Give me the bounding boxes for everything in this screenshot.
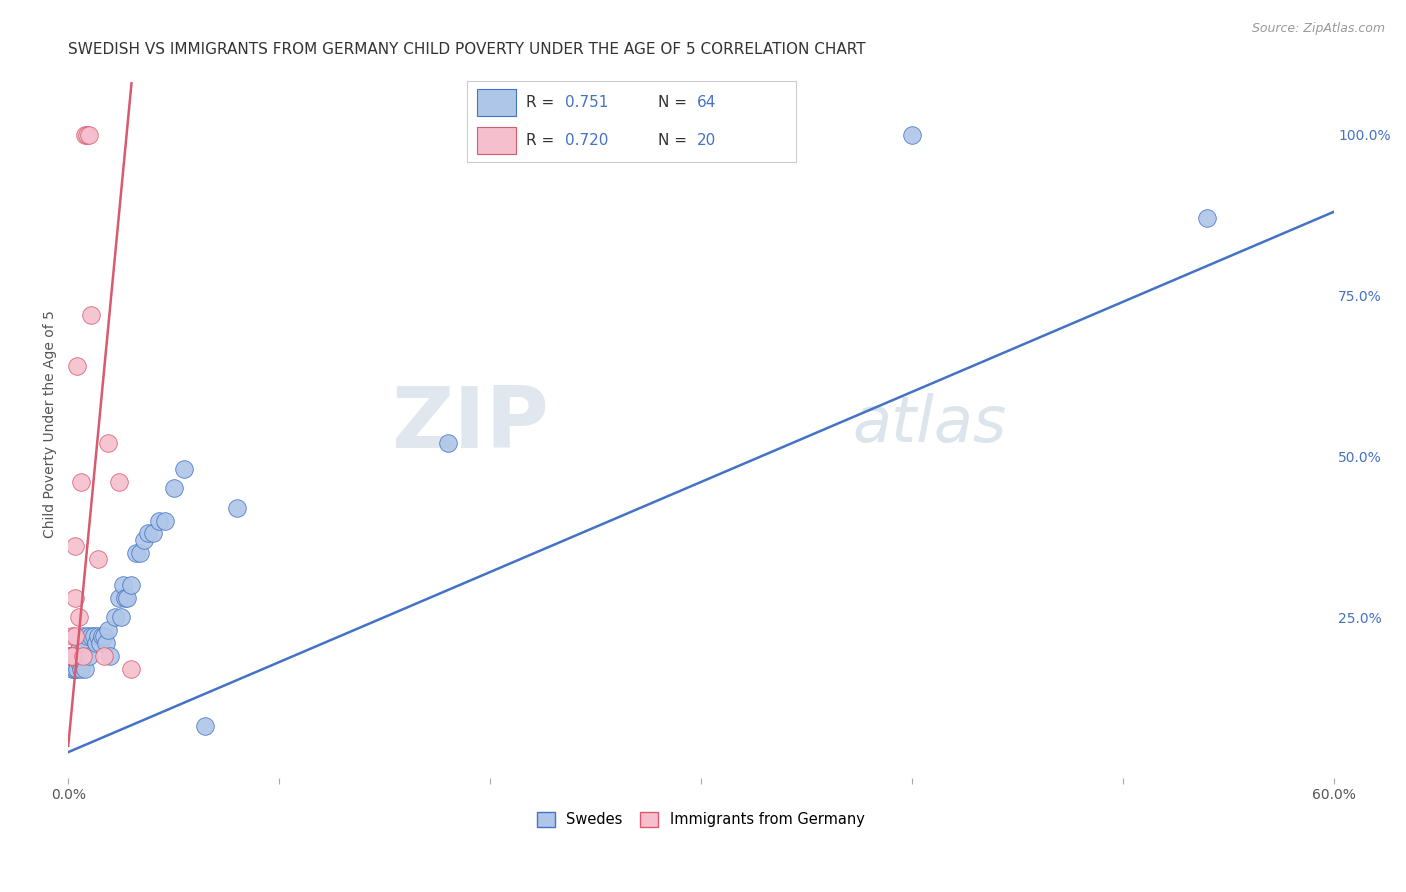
Point xyxy=(80,629,103,643)
Point xyxy=(108,475,131,489)
Point xyxy=(67,648,90,663)
Point xyxy=(75,661,97,675)
Legend: Swedes, Immigrants from Germany: Swedes, Immigrants from Germany xyxy=(530,805,872,834)
Point xyxy=(129,546,152,560)
Point xyxy=(66,655,89,669)
Point xyxy=(108,591,131,605)
Point xyxy=(67,642,90,657)
Point xyxy=(138,526,160,541)
Point xyxy=(75,128,97,142)
Point xyxy=(62,648,84,663)
Point xyxy=(110,610,132,624)
Point xyxy=(70,655,93,669)
Point xyxy=(62,648,84,663)
Point xyxy=(62,655,84,669)
Point xyxy=(75,642,97,657)
Point xyxy=(83,629,105,643)
Text: atlas: atlas xyxy=(852,393,1007,455)
Point xyxy=(91,629,114,643)
Point xyxy=(1195,211,1218,226)
Point xyxy=(62,648,84,663)
Point xyxy=(63,648,86,663)
Point xyxy=(59,655,82,669)
Point xyxy=(70,661,93,675)
Point xyxy=(89,636,111,650)
Point xyxy=(163,482,186,496)
Point xyxy=(72,629,94,643)
Point xyxy=(84,636,107,650)
Point xyxy=(67,655,90,669)
Point xyxy=(59,648,82,663)
Point xyxy=(63,661,86,675)
Point xyxy=(63,591,86,605)
Point xyxy=(63,661,86,675)
Point xyxy=(437,436,460,450)
Point xyxy=(104,610,127,624)
Text: Source: ZipAtlas.com: Source: ZipAtlas.com xyxy=(1251,22,1385,36)
Point xyxy=(76,128,98,142)
Point xyxy=(100,648,122,663)
Point xyxy=(773,128,796,142)
Point xyxy=(63,648,86,663)
Point xyxy=(72,642,94,657)
Text: ZIP: ZIP xyxy=(391,383,548,466)
Point xyxy=(93,629,115,643)
Point xyxy=(70,475,93,489)
Y-axis label: Child Poverty Under the Age of 5: Child Poverty Under the Age of 5 xyxy=(44,310,58,538)
Point xyxy=(80,308,103,322)
Point xyxy=(148,514,170,528)
Point xyxy=(97,436,120,450)
Point xyxy=(900,128,922,142)
Point xyxy=(117,591,139,605)
Point xyxy=(114,591,136,605)
Point xyxy=(87,629,110,643)
Point xyxy=(79,648,101,663)
Point xyxy=(62,661,84,675)
Point xyxy=(62,655,84,669)
Point xyxy=(63,539,86,553)
Point xyxy=(194,719,217,733)
Point xyxy=(67,610,90,624)
Point xyxy=(66,661,89,675)
Point xyxy=(125,546,148,560)
Point xyxy=(134,533,156,547)
Point xyxy=(76,629,98,643)
Point xyxy=(66,359,89,374)
Point xyxy=(79,128,101,142)
Point xyxy=(93,648,115,663)
Point xyxy=(96,636,118,650)
Point xyxy=(67,648,90,663)
Point xyxy=(59,648,82,663)
Point xyxy=(121,661,143,675)
Point xyxy=(66,648,89,663)
Point xyxy=(112,578,135,592)
Point xyxy=(62,648,84,663)
Point xyxy=(72,648,94,663)
Point xyxy=(63,655,86,669)
Point xyxy=(173,462,195,476)
Text: SWEDISH VS IMMIGRANTS FROM GERMANY CHILD POVERTY UNDER THE AGE OF 5 CORRELATION : SWEDISH VS IMMIGRANTS FROM GERMANY CHILD… xyxy=(69,42,866,57)
Point xyxy=(66,648,89,663)
Point xyxy=(70,648,93,663)
Point xyxy=(63,629,86,643)
Point xyxy=(59,655,82,669)
Point xyxy=(59,648,82,663)
Point xyxy=(155,514,177,528)
Point xyxy=(62,648,84,663)
Point xyxy=(142,526,165,541)
Point xyxy=(87,552,110,566)
Point xyxy=(97,623,120,637)
Point xyxy=(226,500,249,515)
Point xyxy=(62,629,84,643)
Point xyxy=(121,578,143,592)
